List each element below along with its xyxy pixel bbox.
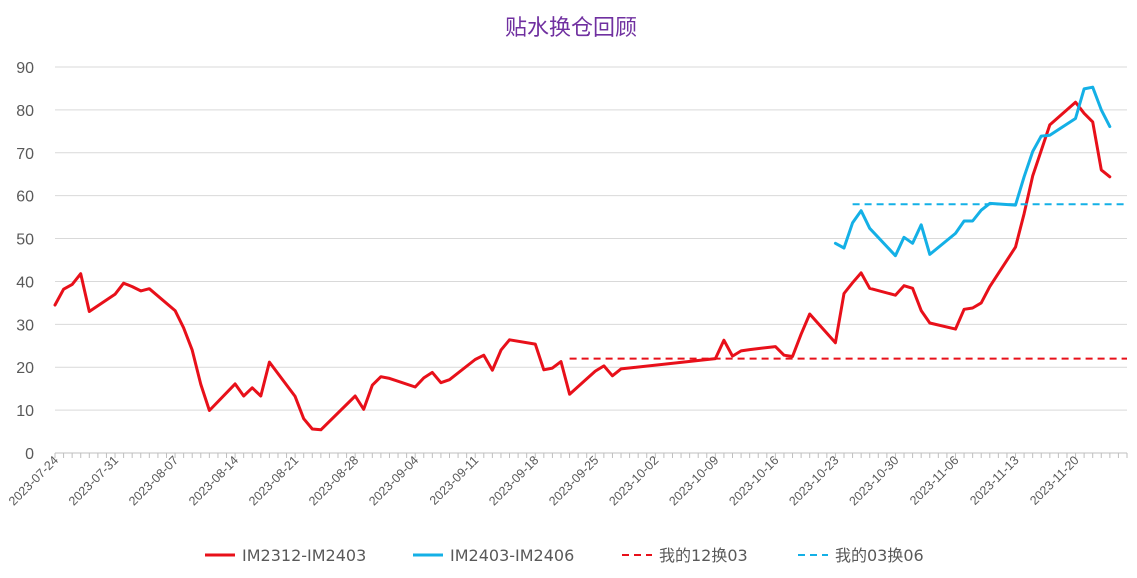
chart-title: 贴水换仓回顾 — [505, 16, 637, 41]
plot-area — [53, 85, 1127, 432]
y-tick-label: 40 — [16, 274, 34, 291]
y-tick-label: 70 — [16, 146, 34, 163]
legend-label-2: IM2403-IM2406 — [450, 546, 574, 565]
y-tick-label: 50 — [16, 232, 34, 249]
y-tick-label: 90 — [16, 60, 34, 77]
y-tick-label: 80 — [16, 103, 34, 120]
y-axis: 0 10 20 30 40 50 60 70 80 90 — [16, 60, 34, 463]
legend-label-1: IM2312-IM2403 — [242, 546, 366, 565]
y-tick-label: 0 — [25, 446, 34, 463]
y-tick-label: 20 — [16, 360, 34, 377]
y-tick-label: 60 — [16, 189, 34, 206]
series-line-1 — [53, 100, 1112, 432]
series-line-2 — [833, 85, 1112, 258]
legend-label-3: 我的12换03 — [659, 546, 748, 565]
grid — [55, 66, 1127, 411]
legend: IM2312-IM2403 IM2403-IM2406 我的12换03 我的03换06 — [205, 546, 924, 565]
y-tick-label: 30 — [16, 317, 34, 334]
y-tick-label: 10 — [16, 403, 34, 420]
legend-label-4: 我的03换06 — [835, 546, 924, 565]
